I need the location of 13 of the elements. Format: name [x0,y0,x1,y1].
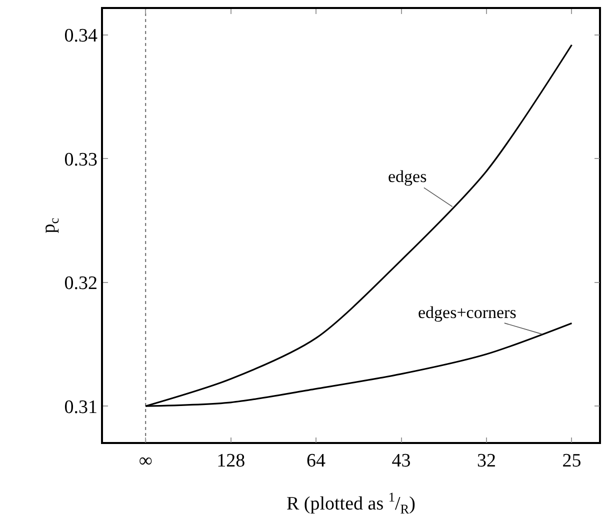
y-tick-label: 0.32 [64,273,98,294]
x-tick-label: 128 [216,450,246,472]
y-tick-label: 0.34 [64,26,98,47]
x-tick-label: 32 [477,450,496,472]
series-label: edges+corners [418,303,516,322]
x-tick-label: ∞ [138,450,152,472]
x-axis-title: R (plotted as $^{1}$/$_{R}$) [286,490,416,516]
x-tick-label: 25 [562,450,582,472]
text: edges [388,167,427,186]
y-tick-label: 0.31 [64,396,98,418]
x-tick-label: 43 [392,450,411,472]
x-tick-label: 64 [306,450,326,472]
y-tick-label: 0.33 [64,149,98,170]
